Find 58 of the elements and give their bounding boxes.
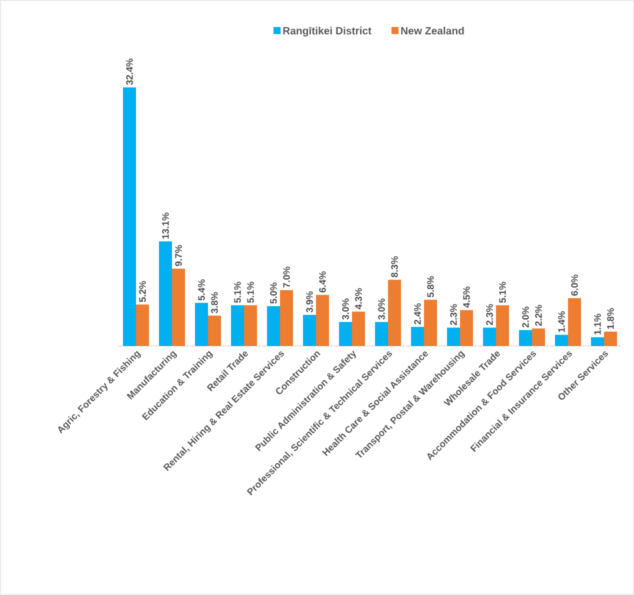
data-label: 2.3%	[486, 304, 493, 326]
bar	[591, 337, 604, 346]
bar	[280, 290, 294, 346]
data-label: 5.4%	[198, 279, 205, 300]
bar	[136, 304, 149, 346]
bar	[339, 322, 352, 346]
bar	[195, 302, 208, 346]
bar	[447, 328, 460, 346]
data-label: 7.0%	[283, 266, 290, 288]
bar	[568, 298, 582, 346]
bar	[424, 300, 438, 346]
data-label: 4.3%	[355, 288, 362, 310]
data-label: 1.8%	[607, 308, 614, 329]
data-label: 3.0%	[378, 298, 385, 320]
bar	[460, 310, 474, 346]
data-label: 2.2%	[535, 304, 542, 326]
data-label: 5.0%	[270, 282, 277, 304]
data-label: 6.0%	[571, 274, 578, 296]
bar	[375, 322, 388, 346]
bar	[388, 280, 402, 346]
data-label: 2.3%	[450, 304, 457, 326]
data-label: 1.4%	[558, 311, 565, 332]
data-label: 3.8%	[211, 292, 218, 314]
bar	[411, 326, 424, 346]
data-label: 5.1%	[499, 282, 506, 303]
bar	[519, 330, 532, 346]
bar	[352, 312, 366, 346]
data-label: 13.1%	[162, 212, 169, 239]
bar	[316, 294, 330, 346]
bar	[604, 332, 618, 346]
bar	[172, 268, 185, 346]
data-label: 9.7%	[175, 245, 182, 266]
data-label: 2.4%	[414, 303, 421, 324]
bar	[555, 334, 568, 346]
bar	[303, 314, 316, 346]
data-label: 3.0%	[342, 298, 349, 320]
data-label: 5.1%	[247, 282, 254, 303]
bar	[123, 87, 136, 346]
bar	[231, 305, 244, 346]
data-label: 5.1%	[234, 282, 241, 303]
bar	[532, 328, 546, 346]
bar	[208, 316, 222, 346]
data-label: 6.4%	[319, 271, 326, 292]
bar	[244, 305, 258, 346]
data-label: 5.8%	[427, 276, 434, 298]
data-label: 1.1%	[594, 314, 601, 334]
data-label: 3.9%	[306, 291, 313, 312]
bar	[483, 328, 496, 346]
data-label: 4.5%	[463, 286, 470, 308]
data-label: 2.0%	[522, 306, 529, 328]
data-label: 32.4%	[126, 58, 133, 85]
bar	[496, 305, 510, 346]
legend-label: Rangītikei District	[283, 26, 372, 37]
bar	[159, 241, 172, 346]
data-label: 8.3%	[391, 256, 398, 278]
bar	[267, 306, 280, 346]
data-label: 5.2%	[139, 280, 146, 302]
legend-label: New Zealand	[401, 26, 464, 34]
